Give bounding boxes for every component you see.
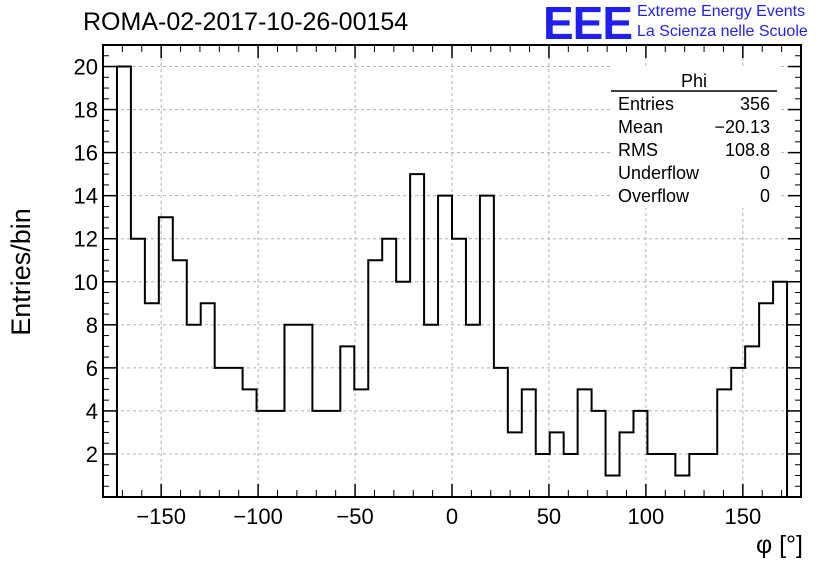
stats-label: Underflow [618, 163, 700, 183]
histogram-bin [340, 346, 354, 497]
x-tick-label: 0 [446, 504, 458, 529]
y-tick-label: 16 [74, 141, 98, 166]
histogram-line [103, 65, 801, 498]
histogram-bin [703, 454, 717, 497]
y-tick-label: 20 [74, 55, 98, 80]
histogram-bin [159, 217, 173, 497]
stats-value: 0 [760, 163, 770, 183]
histogram-bin [215, 368, 229, 497]
histogram-bin [424, 325, 438, 497]
histogram-bin [578, 389, 592, 497]
x-axis-label: φ [°] [755, 531, 803, 559]
histogram-bin [536, 454, 550, 497]
axis-ticks [103, 45, 801, 497]
histogram-bin [326, 411, 340, 497]
histogram-bin [187, 325, 201, 497]
histogram-bin [396, 282, 410, 497]
y-tick-label: 4 [86, 399, 98, 424]
logo-text: Extreme Energy Events La Scienza nelle S… [637, 2, 808, 42]
stats-label: Mean [618, 117, 663, 137]
histogram-bin [117, 67, 131, 497]
histogram-bin [773, 282, 787, 497]
eee-logo: EEE [543, 0, 633, 49]
histogram-bin [201, 303, 215, 497]
x-tick-label: 100 [628, 504, 665, 529]
logo-line-2: La Scienza nelle Scuole [637, 23, 808, 40]
histogram-bin [173, 260, 187, 497]
histogram-bin [647, 454, 661, 497]
histogram-bin [550, 432, 564, 497]
y-tick-label: 14 [74, 184, 98, 209]
histogram-bin [759, 303, 773, 497]
histogram-bin [452, 239, 466, 497]
histogram-bin [522, 389, 536, 497]
x-tick-label: −150 [136, 504, 186, 529]
histogram-bin [466, 325, 480, 497]
histogram-bin [480, 196, 494, 497]
histogram-bin [564, 454, 578, 497]
histogram-bin [592, 411, 606, 497]
y-tick-label: 10 [74, 270, 98, 295]
histogram-bin [745, 346, 759, 497]
stats-title: Phi [681, 71, 707, 91]
histogram-bin [675, 475, 689, 497]
histogram-bin [312, 411, 326, 497]
stats-value: 108.8 [725, 140, 770, 160]
histogram-bin [410, 174, 424, 497]
histogram-bin [131, 239, 145, 497]
histogram [103, 65, 801, 498]
chart-title: ROMA-02-2017-10-26-00154 [83, 8, 409, 36]
stats-label: Entries [618, 94, 674, 114]
histogram-bin [368, 260, 382, 497]
histogram-bin [229, 368, 243, 497]
histogram-bin [354, 389, 368, 497]
x-tick-label: 150 [724, 504, 761, 529]
y-axis-label: Entries/bin [6, 208, 36, 336]
histogram-bin [508, 432, 522, 497]
y-tick-label: 6 [86, 356, 98, 381]
histogram-bin [620, 432, 634, 497]
y-tick-label: 8 [86, 313, 98, 338]
x-tick-label: −50 [336, 504, 373, 529]
histogram-bin [606, 475, 620, 497]
y-tick-label: 18 [74, 98, 98, 123]
y-tick-label: 2 [86, 442, 98, 467]
histogram-bin [271, 411, 285, 497]
stats-value: 356 [740, 94, 770, 114]
stats-label: Overflow [618, 186, 690, 206]
histogram-bin [661, 454, 675, 497]
y-tick-label: 12 [74, 227, 98, 252]
histogram-bin [145, 303, 159, 497]
histogram-bin [284, 325, 298, 497]
axis-tick-labels: −150 −100 −50 0 50 100 150 2 4 6 8 10 12 14 16 18 20 [74, 55, 762, 529]
histogram-bin [494, 368, 508, 497]
logo-line-1: Extreme Energy Events [637, 3, 806, 20]
histogram-bin [438, 196, 452, 497]
stats-label: RMS [618, 140, 658, 160]
histogram-bin [689, 454, 703, 497]
histogram-bin [243, 389, 257, 497]
x-tick-label: −100 [233, 504, 283, 529]
stats-value: 0 [760, 186, 770, 206]
histogram-bin [717, 389, 731, 497]
stats-box: Phi Entries 356 Mean −20.13 RMS 108.8 Underflow… [610, 66, 778, 208]
histogram-bin [731, 368, 745, 497]
stats-value: −20.13 [714, 117, 770, 137]
histogram-bin [298, 325, 312, 497]
histogram-bin [382, 239, 396, 497]
stats-box-bg [610, 66, 778, 208]
x-tick-label: 50 [537, 504, 561, 529]
